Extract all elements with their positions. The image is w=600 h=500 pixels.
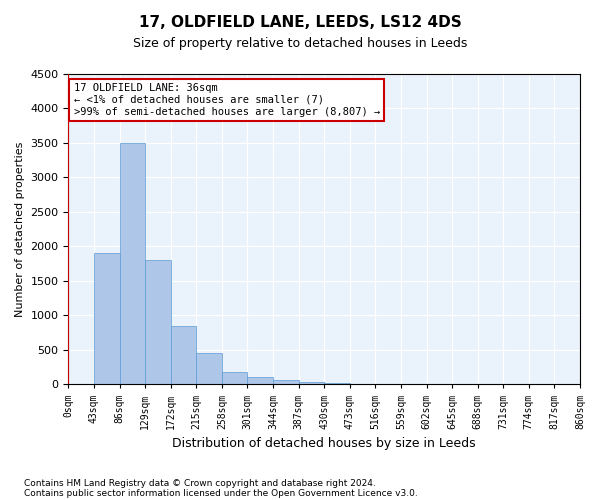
Bar [171,326,196,384]
Text: Contains public sector information licensed under the Open Government Licence v3: Contains public sector information licen… [24,488,418,498]
Text: Contains HM Land Registry data © Crown copyright and database right 2024.: Contains HM Land Registry data © Crown c… [24,478,376,488]
Text: Size of property relative to detached houses in Leeds: Size of property relative to detached ho… [133,38,467,51]
Bar [145,260,171,384]
Text: 17 OLDFIELD LANE: 36sqm
← <1% of detached houses are smaller (7)
>99% of semi-de: 17 OLDFIELD LANE: 36sqm ← <1% of detache… [74,84,380,116]
Bar [324,383,350,384]
Bar [299,382,324,384]
Bar [196,354,222,384]
Bar [247,378,273,384]
Bar [273,380,299,384]
Y-axis label: Number of detached properties: Number of detached properties [15,142,25,317]
X-axis label: Distribution of detached houses by size in Leeds: Distribution of detached houses by size … [172,437,476,450]
Text: 17, OLDFIELD LANE, LEEDS, LS12 4DS: 17, OLDFIELD LANE, LEEDS, LS12 4DS [139,15,461,30]
Bar [119,143,145,384]
Bar [222,372,247,384]
Bar [94,254,119,384]
